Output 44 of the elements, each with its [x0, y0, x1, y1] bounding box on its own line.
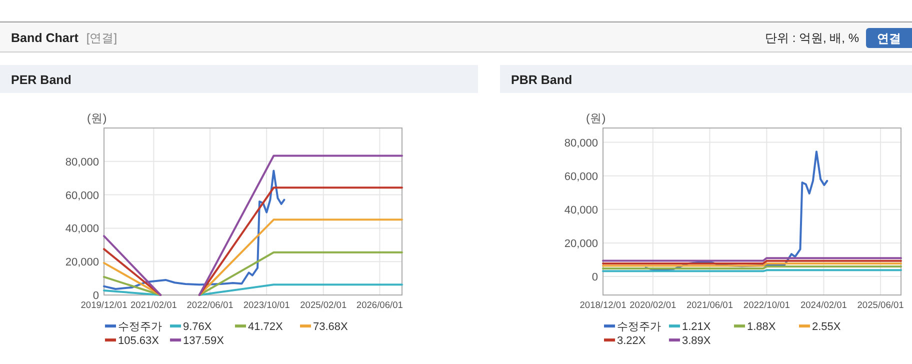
x-tick-label: 2021/06/01 — [686, 300, 734, 310]
text: 연결 — [877, 32, 901, 46]
chart-title: PER Band — [11, 73, 72, 87]
text: [연결] — [86, 31, 118, 45]
legend-label: 1.21X — [682, 321, 712, 333]
chart-title: PBR Band — [511, 73, 572, 87]
legend-label: 3.89X — [682, 335, 712, 347]
text: Band Chart — [11, 31, 80, 45]
x-tick-label: 2020/02/01 — [630, 300, 676, 310]
y-axis-title: (원) — [586, 113, 606, 125]
legend-label: 1.88X — [747, 321, 776, 333]
y-tick-label: 40,000 — [564, 204, 598, 216]
legend-label: 41.72X — [248, 321, 284, 333]
legend-label: 2.55X — [812, 321, 842, 333]
legend-label: 수정주가 — [617, 321, 661, 333]
x-tick-label: 2023/10/01 — [243, 300, 290, 310]
line-series — [103, 170, 286, 290]
y-tick-label: 20,000 — [564, 238, 598, 250]
y-tick-label: 80,000 — [564, 137, 598, 150]
y-axis-title: (원) — [87, 113, 107, 125]
y-tick-label: 60,000 — [564, 170, 598, 183]
x-tick-label: 2018/12/01 — [580, 300, 626, 310]
x-tick-label: 2026/06/01 — [356, 300, 403, 310]
text: 단위 : 억원, 배, % — [764, 31, 860, 45]
x-tick-label: 2025/06/01 — [857, 300, 904, 310]
x-tick-label: 2021/02/01 — [130, 300, 177, 310]
y-tick-label: 20,000 — [65, 256, 99, 269]
y-tick-label: 40,000 — [65, 223, 99, 236]
y-tick-label: 80,000 — [65, 156, 99, 168]
x-tick-label: 2019/12/01 — [80, 300, 128, 310]
legend-label: 수정주가 — [118, 321, 162, 333]
legend-label: 105.63X — [118, 335, 160, 347]
legend-label: 3.22X — [617, 335, 646, 347]
x-tick-label: 2022/10/01 — [743, 300, 790, 310]
line-series — [644, 150, 828, 272]
x-tick-label: 2024/02/01 — [800, 300, 847, 310]
x-tick-label: 2025/02/01 — [300, 300, 347, 310]
y-tick-label: 60,000 — [65, 190, 99, 202]
legend-label: 9.76X — [183, 321, 212, 333]
y-tick-label: 0 — [92, 290, 99, 302]
legend-label: 137.59X — [183, 335, 225, 347]
legend-label: 73.68X — [313, 321, 349, 333]
y-tick-label: 0 — [592, 272, 598, 284]
x-tick-label: 2022/06/01 — [186, 300, 234, 310]
